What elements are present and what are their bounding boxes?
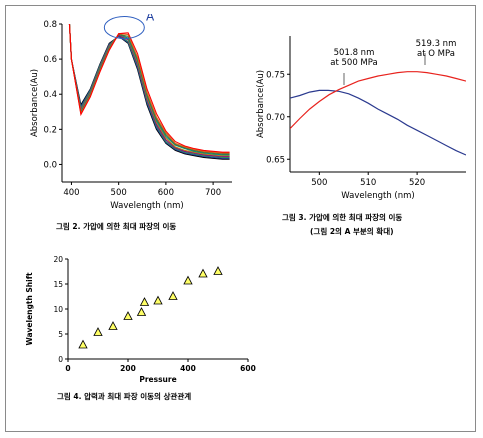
x-tick-label: 400 [63, 188, 79, 198]
data-point-triangle [183, 275, 193, 285]
data-point-triangle [123, 311, 133, 320]
absorbance-spectra-chart: 0.0 0.2 0.4 0.6 0.8 400 500 600 700 Wavelength (n… [30, 14, 232, 211]
y-tick-label: 20 [53, 255, 63, 264]
data-point-triangle [168, 291, 178, 300]
data-point-triangle [108, 321, 118, 330]
y-tick-label: 0.65 [266, 155, 285, 165]
y-tick-label: 0.75 [266, 70, 285, 80]
x-tick-label: 200 [120, 364, 136, 373]
x-axis-title: Wavelength (nm) [341, 191, 414, 201]
y-tick-label: 15 [53, 280, 63, 289]
zoom-lines [290, 71, 466, 156]
figure-border [5, 5, 476, 432]
y-axis-title: Absorbance(Au) [30, 69, 40, 137]
y-tick-label: 0 [58, 355, 63, 364]
spectrum-line [68, 24, 230, 156]
data-point-triangle [93, 327, 103, 336]
data-point-triangle [139, 297, 150, 306]
y-tick-label: 0.2 [43, 125, 57, 135]
y-tick-label: 10 [53, 305, 63, 314]
peak-zoom-chart: 0.65 0.70 0.75 500 510 520 Wavelength (nm) Abso… [256, 36, 466, 201]
y-tick-label: 0.6 [43, 55, 57, 65]
y-tick-label: 0.0 [43, 160, 57, 170]
x-tick-label: 600 [158, 188, 174, 198]
spectrum-line [68, 24, 230, 153]
y-tick-label: 5 [58, 330, 63, 339]
figure-2-caption: 그림 2. 가압에 의한 최대 파장의 이동 [56, 222, 177, 231]
spectrum-line [68, 24, 230, 158]
y-tick-label: 0.4 [43, 90, 57, 100]
zoom-series-line [290, 89, 466, 156]
x-axis-title: Pressure [139, 375, 176, 384]
peak-label-a: A [146, 14, 155, 23]
y-tick-label: 0.8 [43, 20, 57, 30]
zoom-series-line [290, 71, 466, 130]
x-tick-label: 520 [409, 178, 425, 188]
peak-annotation-text: 519.3 nm [416, 39, 457, 49]
data-point-triangle [136, 307, 147, 316]
x-tick-label: 500 [111, 188, 127, 198]
x-tick-label: 510 [360, 178, 376, 188]
x-tick-label: 400 [180, 364, 196, 373]
x-tick-label: 0 [65, 364, 70, 373]
x-tick-label: 600 [240, 364, 256, 373]
figure-3-subcaption: (그림 2의 A 부분의 확대) [310, 227, 394, 236]
x-tick-label: 500 [311, 178, 327, 188]
figure-3-caption: 그림 3. 가압에 의한 최대 파장의 이동 [282, 213, 403, 222]
peak-annotation-text: at O MPa [417, 49, 455, 59]
data-point-triangle [198, 268, 208, 278]
x-axis-title: Wavelength (nm) [110, 201, 183, 211]
peak-highlight-ellipse [103, 16, 145, 40]
spectra-lines [68, 24, 230, 160]
data-point-triangle [213, 266, 223, 275]
data-point-triangle [78, 339, 88, 349]
peak-annotation-text: 501.8 nm [334, 48, 375, 58]
y-tick-label: 0.70 [266, 113, 285, 123]
figure-4-caption: 그림 4. 압력과 최대 파장 이동의 상관관계 [57, 392, 192, 401]
x-tick-label: 700 [205, 188, 221, 198]
peak-annotation-text: at 500 MPa [330, 58, 377, 68]
y-axis-title: Absorbance(Au) [256, 70, 266, 138]
data-point-triangle [153, 295, 163, 305]
y-axis-title: Wavelength Shift [25, 272, 34, 346]
